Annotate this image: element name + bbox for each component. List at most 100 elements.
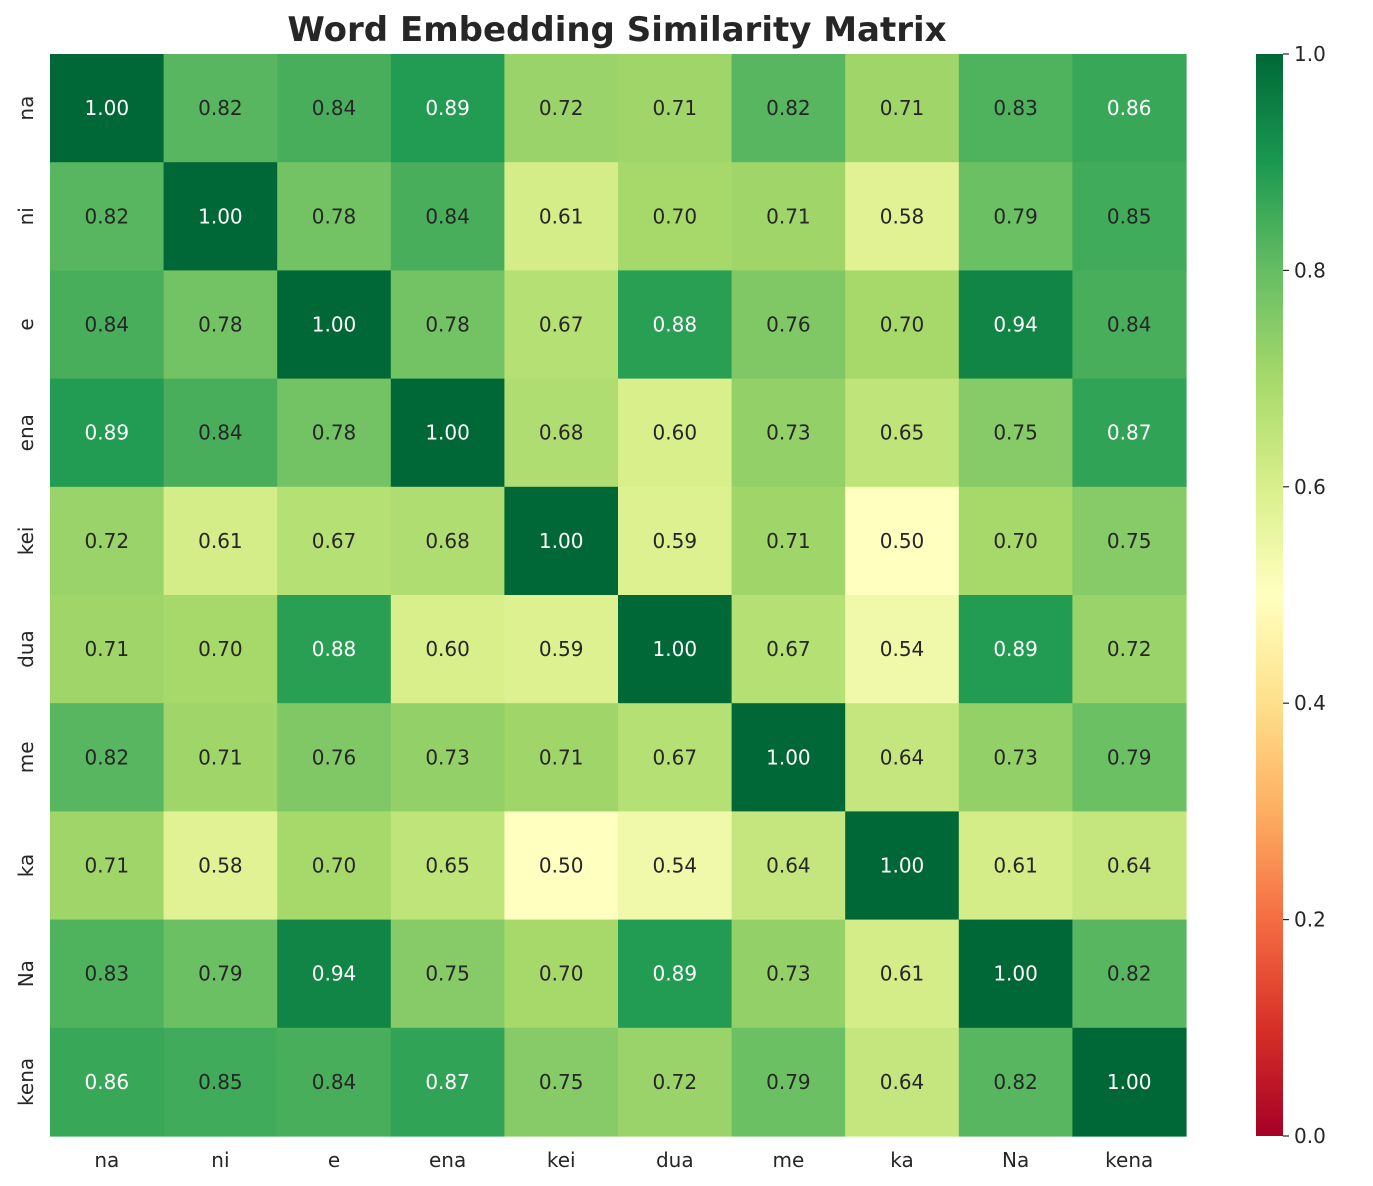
heatmap-cell (845, 919, 960, 1029)
col-tick-label: na (94, 1148, 119, 1172)
cell-value-label: 1.00 (198, 204, 243, 228)
heatmap-cell (163, 486, 278, 596)
heatmap-cell (163, 54, 278, 163)
heatmap-cell (163, 378, 278, 488)
cell-value-label: 0.64 (1107, 854, 1152, 878)
heatmap-cell (277, 54, 392, 163)
col-tick-labels: na ni e ena kei dua me ka Na kena (94, 1148, 1153, 1172)
heatmap-cell (845, 595, 960, 704)
row-tick-label: dua (14, 630, 38, 668)
heatmap-cell (50, 270, 165, 380)
heatmap-cell (163, 1027, 278, 1137)
cell-value-label: 0.71 (766, 204, 811, 228)
col-tick-label: Na (1002, 1148, 1029, 1172)
heatmap-cell (731, 811, 846, 921)
heatmap-cell (618, 919, 733, 1029)
cell-value-label: 0.71 (539, 745, 584, 769)
colorbar-tick-label: 0.4 (1294, 691, 1326, 715)
cell-value-label: 0.60 (653, 421, 698, 445)
heatmap-cell (163, 919, 278, 1029)
heatmap-cell (958, 811, 1073, 921)
cell-value-label: 1.00 (653, 637, 698, 661)
cell-value-label: 0.85 (198, 1070, 243, 1094)
cell-value-label: 0.94 (993, 313, 1038, 337)
cell-value-label: 0.94 (312, 962, 357, 986)
cell-value-label: 0.78 (312, 421, 357, 445)
cell-value-label: 0.82 (766, 96, 811, 120)
cell-value-label: 0.54 (653, 854, 698, 878)
heatmap-cell (504, 703, 619, 812)
cell-value-label: 0.76 (312, 745, 357, 769)
cell-value-label: 0.85 (1107, 204, 1152, 228)
row-tick-label: ena (14, 414, 38, 451)
cell-value-label: 0.89 (85, 421, 130, 445)
col-tick-label: ni (211, 1148, 229, 1172)
col-tick-label: ka (890, 1148, 914, 1172)
heatmap-cell (50, 919, 165, 1029)
row-tick-label: kei (14, 527, 38, 556)
heatmap-cell (277, 595, 392, 704)
cell-value-label: 1.00 (880, 854, 925, 878)
heatmap-cell (958, 162, 1073, 271)
cell-value-label: 0.76 (766, 313, 811, 337)
heatmap-cell (618, 811, 733, 921)
cell-value-label: 0.79 (993, 204, 1038, 228)
cell-value-label: 0.86 (1107, 96, 1152, 120)
heatmap-cell (731, 595, 846, 704)
cell-value-label: 0.87 (425, 1070, 470, 1094)
cell-value-label: 0.78 (312, 204, 357, 228)
colorbar-tick-label: 1.0 (1294, 42, 1326, 66)
cell-value-label: 0.58 (198, 854, 243, 878)
heatmap-cell (163, 270, 278, 380)
cell-value-label: 0.73 (766, 962, 811, 986)
heatmap-cell (958, 270, 1073, 380)
colorbar-tick-label: 0.0 (1294, 1124, 1326, 1148)
cell-value-label: 0.67 (653, 745, 698, 769)
cell-value-label: 0.84 (425, 204, 470, 228)
cell-value-label: 1.00 (425, 421, 470, 445)
cell-value-label: 1.00 (766, 745, 811, 769)
heatmap-cell (958, 486, 1073, 596)
cell-value-label: 0.70 (880, 313, 925, 337)
heatmap-cell (50, 703, 165, 812)
heatmap-cell (845, 811, 960, 921)
cell-value-label: 0.72 (85, 529, 130, 553)
cell-value-label: 0.84 (312, 1070, 357, 1094)
chart-title: Word Embedding Similarity Matrix (287, 10, 946, 50)
heatmap-cell (390, 162, 505, 271)
heatmap-cell (277, 486, 392, 596)
heatmap-cell (845, 1027, 960, 1137)
heatmap-cell (277, 703, 392, 812)
cell-value-label: 0.89 (425, 96, 470, 120)
cell-value-label: 0.79 (1107, 745, 1152, 769)
heatmap-cell (163, 703, 278, 812)
heatmap-cell (390, 919, 505, 1029)
heatmap-cell (504, 162, 619, 271)
cell-value-label: 0.70 (312, 854, 357, 878)
heatmap-cell (390, 811, 505, 921)
cell-value-label: 0.50 (880, 529, 925, 553)
heatmap-cell (618, 162, 733, 271)
heatmap-cell (958, 919, 1073, 1029)
heatmap-cell (390, 703, 505, 812)
heatmap-cell (1072, 54, 1187, 163)
cell-value-label: 0.68 (425, 529, 470, 553)
cell-value-label: 0.70 (993, 529, 1038, 553)
cell-value-label: 0.87 (1107, 421, 1152, 445)
heatmap-cell (277, 378, 392, 488)
heatmap-cell (504, 595, 619, 704)
heatmap-cell (277, 811, 392, 921)
colorbar-tick-label: 0.8 (1294, 258, 1326, 282)
heatmap-cell (1072, 703, 1187, 812)
heatmap-cell (390, 54, 505, 163)
heatmap-cell (731, 919, 846, 1029)
cell-value-label: 0.70 (653, 204, 698, 228)
heatmap-cell (731, 162, 846, 271)
heatmap-cell (277, 1027, 392, 1137)
cell-value-label: 0.89 (653, 962, 698, 986)
heatmap-cell (390, 378, 505, 488)
heatmap-cell (504, 270, 619, 380)
cell-value-label: 0.82 (1107, 962, 1152, 986)
heatmap-cell (731, 486, 846, 596)
heatmap-cell (50, 1027, 165, 1137)
